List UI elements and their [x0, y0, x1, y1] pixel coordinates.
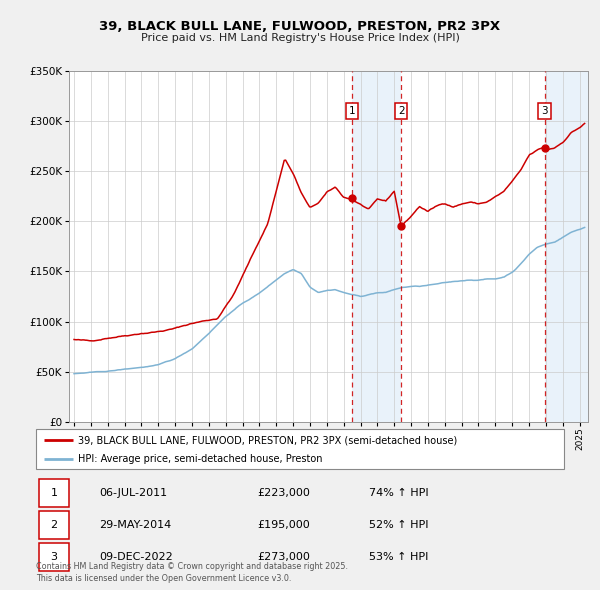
Text: 1: 1 [349, 106, 356, 116]
Text: 39, BLACK BULL LANE, FULWOOD, PRESTON, PR2 3PX: 39, BLACK BULL LANE, FULWOOD, PRESTON, P… [100, 20, 500, 33]
Text: 53% ↑ HPI: 53% ↑ HPI [368, 552, 428, 562]
Text: 3: 3 [50, 552, 58, 562]
Text: 3: 3 [541, 106, 548, 116]
Bar [352, 71, 401, 422]
FancyBboxPatch shape [38, 511, 69, 539]
Text: Price paid vs. HM Land Registry's House Price Index (HPI): Price paid vs. HM Land Registry's House … [140, 34, 460, 43]
Text: £223,000: £223,000 [258, 488, 311, 498]
Text: HPI: Average price, semi-detached house, Preston: HPI: Average price, semi-detached house,… [78, 454, 323, 464]
Text: 2: 2 [398, 106, 404, 116]
Text: 06-JUL-2011: 06-JUL-2011 [100, 488, 167, 498]
FancyBboxPatch shape [36, 429, 564, 469]
FancyBboxPatch shape [38, 479, 69, 507]
Text: £195,000: £195,000 [258, 520, 311, 530]
FancyBboxPatch shape [38, 543, 69, 571]
Text: 29-MAY-2014: 29-MAY-2014 [100, 520, 172, 530]
Text: Contains HM Land Registry data © Crown copyright and database right 2025.
This d: Contains HM Land Registry data © Crown c… [36, 562, 348, 583]
Text: 52% ↑ HPI: 52% ↑ HPI [368, 520, 428, 530]
Text: 39, BLACK BULL LANE, FULWOOD, PRESTON, PR2 3PX (semi-detached house): 39, BLACK BULL LANE, FULWOOD, PRESTON, P… [78, 435, 457, 445]
Bar [545, 71, 588, 422]
Text: 1: 1 [50, 488, 58, 498]
Text: 74% ↑ HPI: 74% ↑ HPI [368, 488, 428, 498]
Text: £273,000: £273,000 [258, 552, 311, 562]
Text: 2: 2 [50, 520, 58, 530]
Text: 09-DEC-2022: 09-DEC-2022 [100, 552, 173, 562]
